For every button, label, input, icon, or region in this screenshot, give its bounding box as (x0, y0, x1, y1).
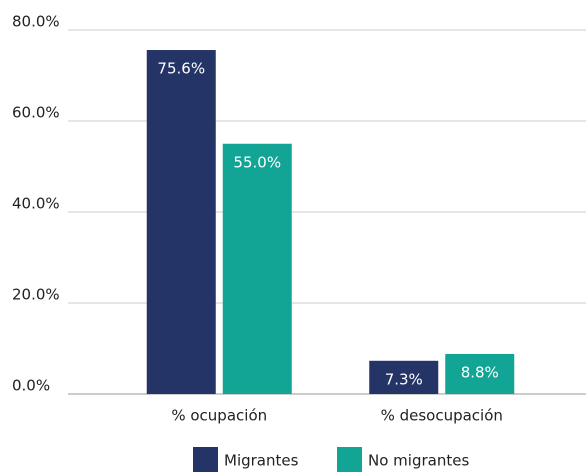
x-tick-label: % ocupación (171, 407, 267, 425)
y-tick-label: 80.0% (12, 13, 60, 31)
bar (445, 353, 515, 394)
value-label: 75.6% (157, 60, 205, 78)
bar (222, 143, 292, 394)
bar (369, 360, 439, 394)
y-tick-label: 0.0% (12, 377, 50, 395)
legend-label: Migrantes (224, 452, 299, 470)
y-tick-label: 60.0% (12, 104, 60, 122)
legend-swatch (337, 447, 362, 472)
value-label: 55.0% (233, 153, 281, 171)
bar (146, 50, 216, 395)
value-label: 8.8% (461, 363, 499, 381)
y-tick-label: 20.0% (12, 286, 60, 304)
legend-swatch (193, 447, 218, 472)
legend-label: No migrantes (368, 452, 469, 470)
x-tick-label: % desocupación (381, 407, 503, 425)
value-label: 7.3% (385, 370, 423, 388)
y-tick-label: 40.0% (12, 195, 60, 213)
